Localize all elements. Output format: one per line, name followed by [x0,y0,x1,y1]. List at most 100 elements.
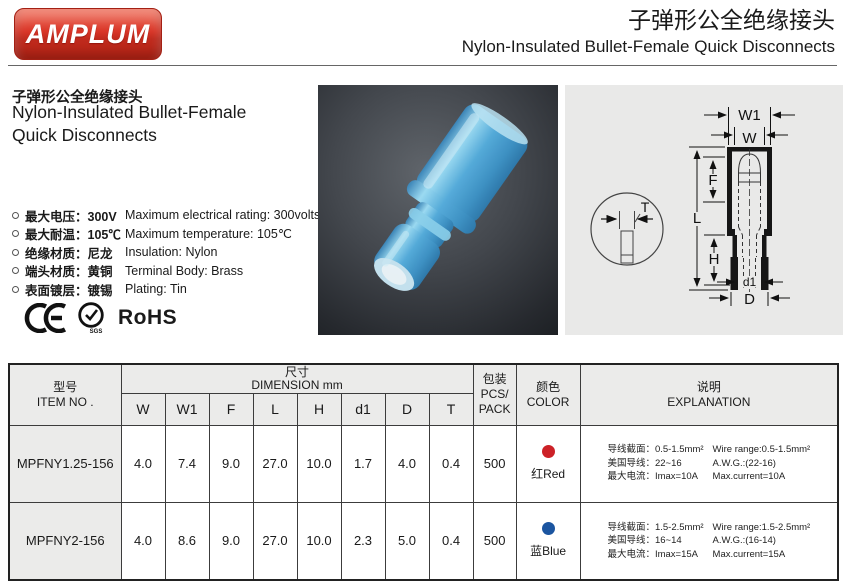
dim-value: 27.0 [252,501,298,581]
col-header-w: W [120,392,166,426]
dim-value: 7.4 [164,424,210,503]
product-title-zh: 子弹形公全绝缘接头 [12,90,143,106]
dim-value: 8.6 [164,501,210,581]
explanation-cell: 导线截面：0.5-1.5mm² 美国导线：22~16 最大电流：Imax=10A… [579,424,839,503]
product-photo-connector [374,103,528,291]
col-header-item: 型号 ITEM NO . [8,363,122,426]
spec-row-insulation: 绝缘材质：尼龙 Insulation: Nylon [12,243,320,262]
dim-value: 4.0 [384,424,430,503]
spec-zh: 绝缘材质：尼龙 [25,246,113,261]
spec-zh: 最大电压：300V [25,209,117,224]
dim-h [704,234,730,286]
dim-value: 10.0 [296,424,342,503]
dim-label-w: W [742,130,757,147]
spec-zh: 表面镀层：镀锡 [25,283,113,298]
col-header-t: T [428,392,474,426]
bullet-icon [12,267,19,275]
table-header-row-1: 型号 ITEM NO . 尺寸 DIMENSION mm 包装 PCS/PACK 颜… [8,363,839,426]
certification-marks: SGS RoHS [12,301,177,335]
spec-en: Maximum electrical rating: 300volts [125,208,321,223]
dim-value: 5.0 [384,501,430,581]
dim-value: 9.0 [208,501,254,581]
color-cell: 蓝Blue [515,501,581,581]
spec-en: Plating: Tin [125,282,187,297]
spec-zh: 端头材质：黄铜 [25,265,113,280]
thickness-detail-view [590,192,664,266]
col-header-explanation: 说明 EXPLANATION [579,363,839,426]
pack-qty: 500 [472,501,517,581]
spec-en: Insulation: Nylon [125,245,218,260]
dim-label-d: D [744,291,755,308]
explanation-zh: 导线截面：1.5-2.5mm² 美国导线：16~14 最大电流：Imax=15A [607,521,704,560]
col-header-pack: 包装 PCS/PACK [472,363,517,426]
dim-label-d1: d1 [743,275,757,289]
spec-table: 型号 ITEM NO . 尺寸 DIMENSION mm 包装 PCS/PACK 颜… [8,363,840,581]
sgs-mark-icon: SGS [78,302,104,335]
bullet-icon [12,230,19,238]
color-label: 红Red [531,467,566,481]
col-header-w1: W1 [164,392,210,426]
bullet-icon [12,285,19,293]
bullet-icon [12,248,19,256]
explanation-zh: 导线截面：0.5-1.5mm² 美国导线：22~16 最大电流：Imax=10A [607,444,704,483]
dim-label-t: T [641,199,650,215]
spec-row-voltage: 最大电压：300V Maximum electrical rating: 300… [12,206,320,225]
dim-label-l: L [693,210,701,227]
color-label: 蓝Blue [530,544,567,559]
dim-value: 9.0 [208,424,254,503]
dim-value: 0.4 [428,424,474,503]
connector-cross-section [727,147,772,290]
explanation-en: Wire range:1.5-2.5mm² A.W.G.:(16-14) Max… [712,521,811,560]
dim-label-h: H [709,251,720,268]
dim-f [703,156,725,203]
col-header-h: H [296,392,342,426]
spec-list: 最大电压：300V Maximum electrical rating: 300… [12,206,320,299]
spec-en: Maximum temperature: 105℃ [125,227,292,242]
product-title-en-line1: Nylon-Insulated Bullet-Female [12,102,247,122]
product-title-en: Nylon-Insulated Bullet-Female Quick Disc… [12,101,302,147]
dim-value: 27.0 [252,424,298,503]
dim-value: 2.3 [340,501,386,581]
col-header-f: F [208,392,254,426]
dim-value: 10.0 [296,501,342,581]
brand-logo: AMPLUM [14,8,162,60]
rohs-label: RoHS [118,306,178,329]
spec-en: Terminal Body: Brass [125,263,244,278]
product-title-en-line2: Quick Disconnects [12,125,157,145]
dim-value: 0.4 [428,501,474,581]
color-dot [541,445,555,458]
item-no: MPFNY1.25-156 [8,424,122,503]
table-row: MPFNY1.25-156 4.0 7.4 9.0 27.0 10.0 1.7 … [8,424,839,503]
dim-w [711,127,788,145]
header-divider [8,65,837,66]
spec-zh: 最大耐温：105℃ [25,228,121,243]
color-dot [541,522,555,536]
dimension-diagram-svg: T [590,107,795,308]
dim-l [689,146,728,291]
dimension-diagram: T [565,85,843,335]
product-photo [318,85,558,335]
dim-value: 1.7 [340,424,386,503]
dim-label-f: F [708,172,717,189]
page-title-en: Nylon-Insulated Bullet-Female Quick Disc… [461,37,835,56]
explanation-en: Wire range:0.5-1.5mm² A.W.G.:(22-16) Max… [712,444,811,483]
ce-mark-icon [24,303,67,333]
internal-terminal-lines [738,149,761,292]
svg-text:SGS: SGS [90,329,103,335]
table-row: MPFNY2-156 4.0 8.6 9.0 27.0 10.0 2.3 5.0… [8,501,839,581]
page-title-zh: 子弹形公全绝缘接头 [628,7,835,33]
spec-row-plating: 表面镀层：镀锡 Plating: Tin [12,280,320,299]
dim-value: 4.0 [120,501,166,581]
pack-qty: 500 [472,424,517,503]
spec-row-temperature: 最大耐温：105℃ Maximum temperature: 105℃ [12,225,320,244]
brand-logo-text: AMPLUM [25,18,151,49]
color-cell: 红Red [515,424,581,503]
dim-label-w1: W1 [738,107,761,124]
dim-w1 [704,107,795,145]
dim-value: 4.0 [120,424,166,503]
col-header-d: D [384,392,430,426]
page-title: 子弹形公全绝缘接头 Nylon-Insulated Bullet-Female … [462,5,835,59]
item-no: MPFNY2-156 [8,501,122,581]
col-header-color: 颜色 COLOR [515,363,581,426]
explanation-cell: 导线截面：1.5-2.5mm² 美国导线：16~14 最大电流：Imax=15A… [579,501,839,581]
